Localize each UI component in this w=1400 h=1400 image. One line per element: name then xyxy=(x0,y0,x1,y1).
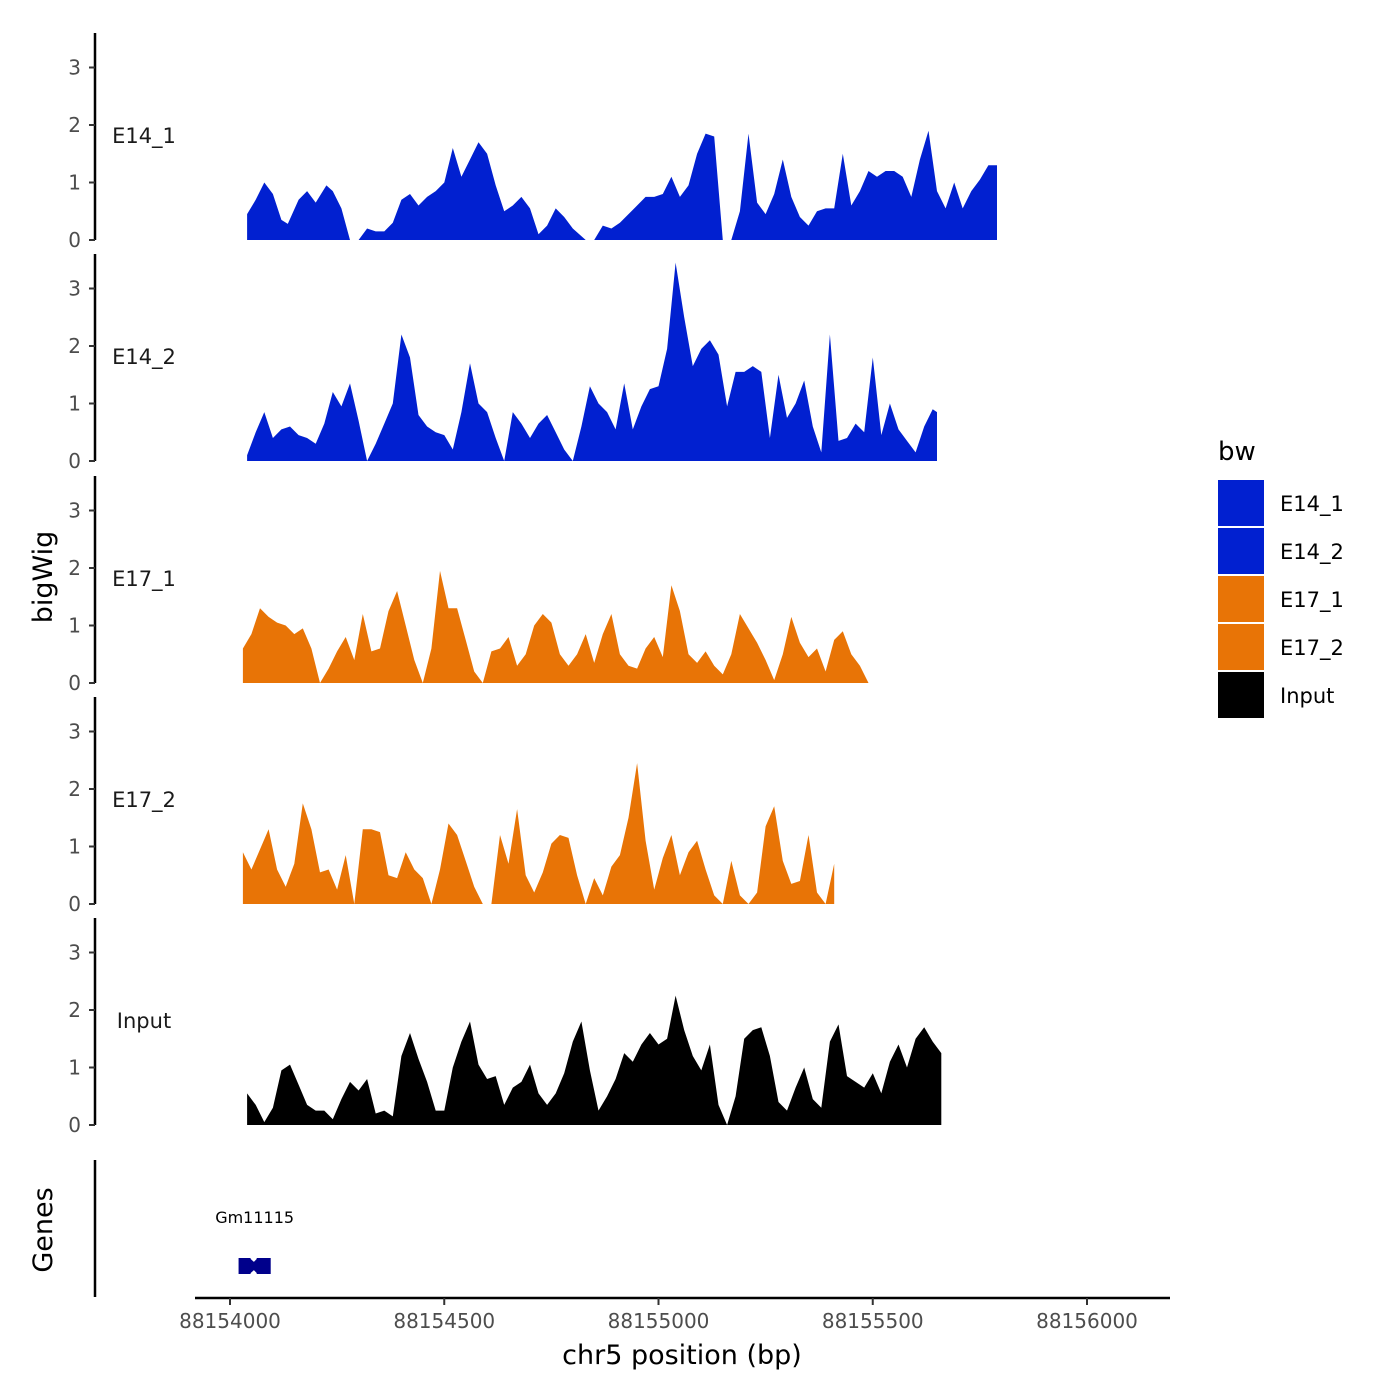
legend-entry-Input: Input xyxy=(1218,672,1334,718)
y-tick-label: 0 xyxy=(68,228,81,252)
panel-E14_1: 0 1 2 3 E14_1 xyxy=(68,33,998,252)
y-tick-label: 2 xyxy=(68,334,81,358)
legend-title: bw xyxy=(1218,437,1256,467)
gene-panel: Gm11115 xyxy=(93,1160,294,1297)
y-tick-label: 0 xyxy=(68,671,81,695)
panel-E14_2: 0 1 2 3 E14_2 xyxy=(68,254,938,473)
panel-label-E14_2: E14_2 xyxy=(112,345,176,370)
gene-strand-arrow xyxy=(249,1258,258,1274)
gene-label: Gm11115 xyxy=(215,1208,294,1227)
y-axis-title: bigWig xyxy=(28,531,59,624)
track-panels: 0 1 2 3 E14_1 0 1 2 3 E14_2 0 1 2 3 E17_1 0 1 2 3 E17_2 0 1 2 3… xyxy=(68,33,998,1137)
legend-label: E14_1 xyxy=(1280,492,1344,517)
x-axis-title: chr5 position (bp) xyxy=(562,1340,802,1371)
legend-swatch xyxy=(1218,672,1264,718)
y-tick-label: 2 xyxy=(68,556,81,580)
y-tick-label: 3 xyxy=(68,941,81,965)
area-E17_2 xyxy=(242,763,835,904)
legend-label: E17_1 xyxy=(1280,588,1344,613)
y-tick-label: 1 xyxy=(68,614,81,638)
legend-entry-E14_2: E14_2 xyxy=(1218,528,1344,574)
area-E14_2 xyxy=(247,262,938,461)
panel-E17_2: 0 1 2 3 E17_2 xyxy=(68,697,835,916)
legend-entry-E14_1: E14_1 xyxy=(1218,480,1344,526)
legend-label: E17_2 xyxy=(1280,636,1344,661)
panel-label-E17_2: E17_2 xyxy=(112,788,176,813)
area-E14_1 xyxy=(247,130,998,240)
y-tick-label: 0 xyxy=(68,449,81,473)
x-tick-label: 88154500 xyxy=(393,1309,495,1333)
y-tick-label: 0 xyxy=(68,1113,81,1137)
panel-label-E17_1: E17_1 xyxy=(112,567,176,592)
y-tick-label: 1 xyxy=(68,171,81,195)
legend-swatch xyxy=(1218,480,1264,526)
area-Input xyxy=(247,995,942,1125)
genes-axis-title: Genes xyxy=(28,1187,59,1272)
x-tick-label: 88155000 xyxy=(608,1309,710,1333)
x-tick-label: 88155500 xyxy=(822,1309,924,1333)
panel-label-E14_1: E14_1 xyxy=(112,124,176,149)
y-tick-label: 3 xyxy=(68,499,81,523)
legend: bw E14_1 E14_2 E17_1 E17_2 Input xyxy=(1218,437,1344,718)
x-axis: 88154000 88154500 88155000 88155500 88156000 xyxy=(179,1296,1170,1333)
legend-label: E14_2 xyxy=(1280,540,1344,565)
legend-swatch xyxy=(1218,528,1264,574)
y-tick-label: 0 xyxy=(68,892,81,916)
y-tick-label: 2 xyxy=(68,113,81,137)
x-tick-label: 88156000 xyxy=(1036,1309,1138,1333)
gene-exon xyxy=(256,1258,271,1274)
y-tick-label: 3 xyxy=(68,277,81,301)
y-tick-label: 1 xyxy=(68,835,81,859)
panel-Input: 0 1 2 3 Input xyxy=(68,918,942,1137)
x-tick-label: 88154000 xyxy=(179,1309,281,1333)
legend-entry-E17_1: E17_1 xyxy=(1218,576,1344,622)
area-E17_1 xyxy=(242,570,869,683)
gene-exon xyxy=(238,1258,251,1274)
y-tick-label: 2 xyxy=(68,777,81,801)
y-tick-label: 2 xyxy=(68,998,81,1022)
legend-label: Input xyxy=(1280,684,1334,708)
y-tick-label: 3 xyxy=(68,56,81,80)
panel-label-Input: Input xyxy=(117,1009,171,1033)
y-tick-label: 1 xyxy=(68,392,81,416)
legend-entry-E17_2: E17_2 xyxy=(1218,624,1344,670)
y-tick-label: 3 xyxy=(68,720,81,744)
y-tick-label: 1 xyxy=(68,1056,81,1080)
legend-swatch xyxy=(1218,624,1264,670)
panel-E17_1: 0 1 2 3 E17_1 xyxy=(68,476,869,695)
gene-Gm11115: Gm11115 xyxy=(215,1208,294,1274)
legend-swatch xyxy=(1218,576,1264,622)
